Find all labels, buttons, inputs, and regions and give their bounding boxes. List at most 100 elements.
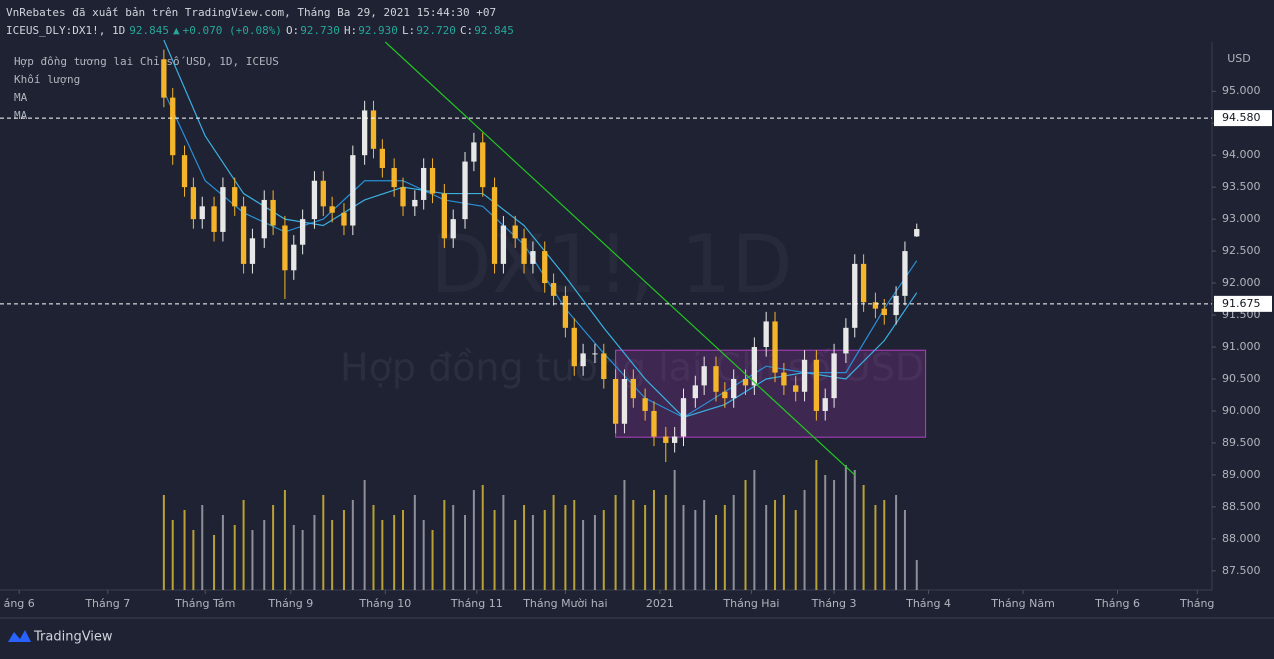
candle-body [412, 199, 418, 207]
header-line: ICEUS_DLY:DX1!, 1D 92.845 ▲ +0.070 (+0.08%)… [6, 24, 514, 37]
volume-bar [744, 480, 747, 590]
y-tick-label: 90.000 [1222, 404, 1261, 417]
candle-body [400, 187, 406, 207]
volume-bar [915, 560, 918, 590]
candle-body [232, 187, 238, 207]
volume-bar [443, 500, 446, 590]
x-tick-label: Tháng 6 [1094, 597, 1140, 610]
volume-bar [292, 525, 295, 590]
volume-bar [523, 505, 526, 590]
candle-body [601, 353, 607, 379]
candle-body [630, 378, 636, 399]
trendline [384, 41, 856, 476]
x-tick-label: Tháng 9 [267, 597, 313, 610]
x-tick-label: Tháng [1179, 597, 1214, 610]
candle-body [170, 97, 176, 156]
legend-volume: Khối lượng [14, 73, 80, 86]
volume-bar [632, 500, 635, 590]
candle-body [370, 110, 377, 149]
volume-bar [402, 510, 405, 590]
candle-body [801, 359, 808, 392]
y-tick-label: 93.000 [1222, 212, 1261, 225]
volume-bar [481, 485, 484, 590]
volume-bar [201, 505, 204, 590]
volume-bar [313, 515, 316, 590]
header-h-label: H: [344, 24, 357, 37]
x-tick-label: Tháng Năm [990, 597, 1055, 610]
y-tick-label: 91.000 [1222, 340, 1261, 353]
brand: TradingView [33, 630, 113, 645]
volume-bar [694, 510, 697, 590]
candle-body [692, 385, 698, 399]
volume-bar [664, 495, 667, 590]
volume-bar [221, 515, 224, 590]
candle-body [860, 263, 867, 303]
header-h: 92.930 [358, 24, 398, 37]
x-tick-label: Tháng 11 [450, 597, 503, 610]
candle-body [742, 378, 749, 386]
x-tick-label: áng 6 [4, 597, 35, 610]
y-tick-label: 89.000 [1222, 468, 1261, 481]
volume-bar [794, 510, 797, 590]
volume-bar [614, 495, 617, 590]
volume-bar [263, 520, 266, 590]
volume-bar [183, 510, 186, 590]
header-last: 92.845 [129, 24, 169, 37]
y-tick-label: 90.500 [1222, 372, 1261, 385]
header-l: 92.720 [416, 24, 456, 37]
volume-bar [162, 495, 165, 590]
candle-body [361, 110, 368, 156]
header-arrow: ▲ [173, 24, 180, 37]
publisher: VnRebates đã xuất bản trên TradingView.c… [6, 6, 496, 19]
candle-body [379, 148, 386, 168]
candle-body [831, 353, 837, 399]
volume-bar [564, 505, 567, 590]
volume-bar [213, 535, 216, 590]
candle-body [751, 347, 758, 386]
volume-bar [502, 495, 505, 590]
volume-bar [623, 480, 626, 590]
watermark-symbol: DX1!, 1D [430, 218, 793, 311]
y-tick-label: 89.500 [1222, 436, 1261, 449]
volume-bar [732, 495, 735, 590]
candle-body [450, 219, 456, 239]
candle-body [651, 410, 657, 437]
x-tick-label: Tháng 7 [84, 597, 130, 610]
candle-body [671, 436, 678, 443]
price-label-box [1214, 110, 1272, 127]
candle-body [731, 378, 737, 399]
candle-body [512, 225, 518, 239]
candle-body [872, 302, 879, 309]
volume-bar [782, 495, 785, 590]
x-tick-label: Tháng Mười hai [522, 597, 607, 610]
volume-bar [844, 465, 847, 590]
volume-bar [171, 520, 174, 590]
candle-body [500, 225, 507, 264]
volume-bar [803, 490, 806, 590]
candle-body [190, 187, 197, 220]
volume-bar [351, 500, 354, 590]
volume-bar [874, 505, 877, 590]
header-c-label: C: [460, 24, 473, 37]
candle-body [663, 436, 669, 443]
volume-bar [413, 495, 416, 590]
volume-bar [301, 530, 304, 590]
candle-body [562, 295, 569, 328]
volume-bar [422, 520, 425, 590]
candle-body [592, 353, 598, 355]
candle-body [763, 321, 769, 348]
volume-bar [895, 495, 898, 590]
volume-bar [883, 500, 886, 590]
volume-bar [514, 520, 517, 590]
candle-body [441, 193, 448, 239]
volume-bar [543, 510, 546, 590]
volume-bar [233, 525, 236, 590]
candle-body [249, 238, 256, 264]
volume-bar [573, 500, 576, 590]
volume-bar [833, 480, 836, 590]
volume-bar [903, 510, 906, 590]
header-symbol: ICEUS_DLY:DX1!, 1D [6, 24, 125, 37]
volume-bar [372, 505, 375, 590]
candle-body [391, 167, 397, 188]
